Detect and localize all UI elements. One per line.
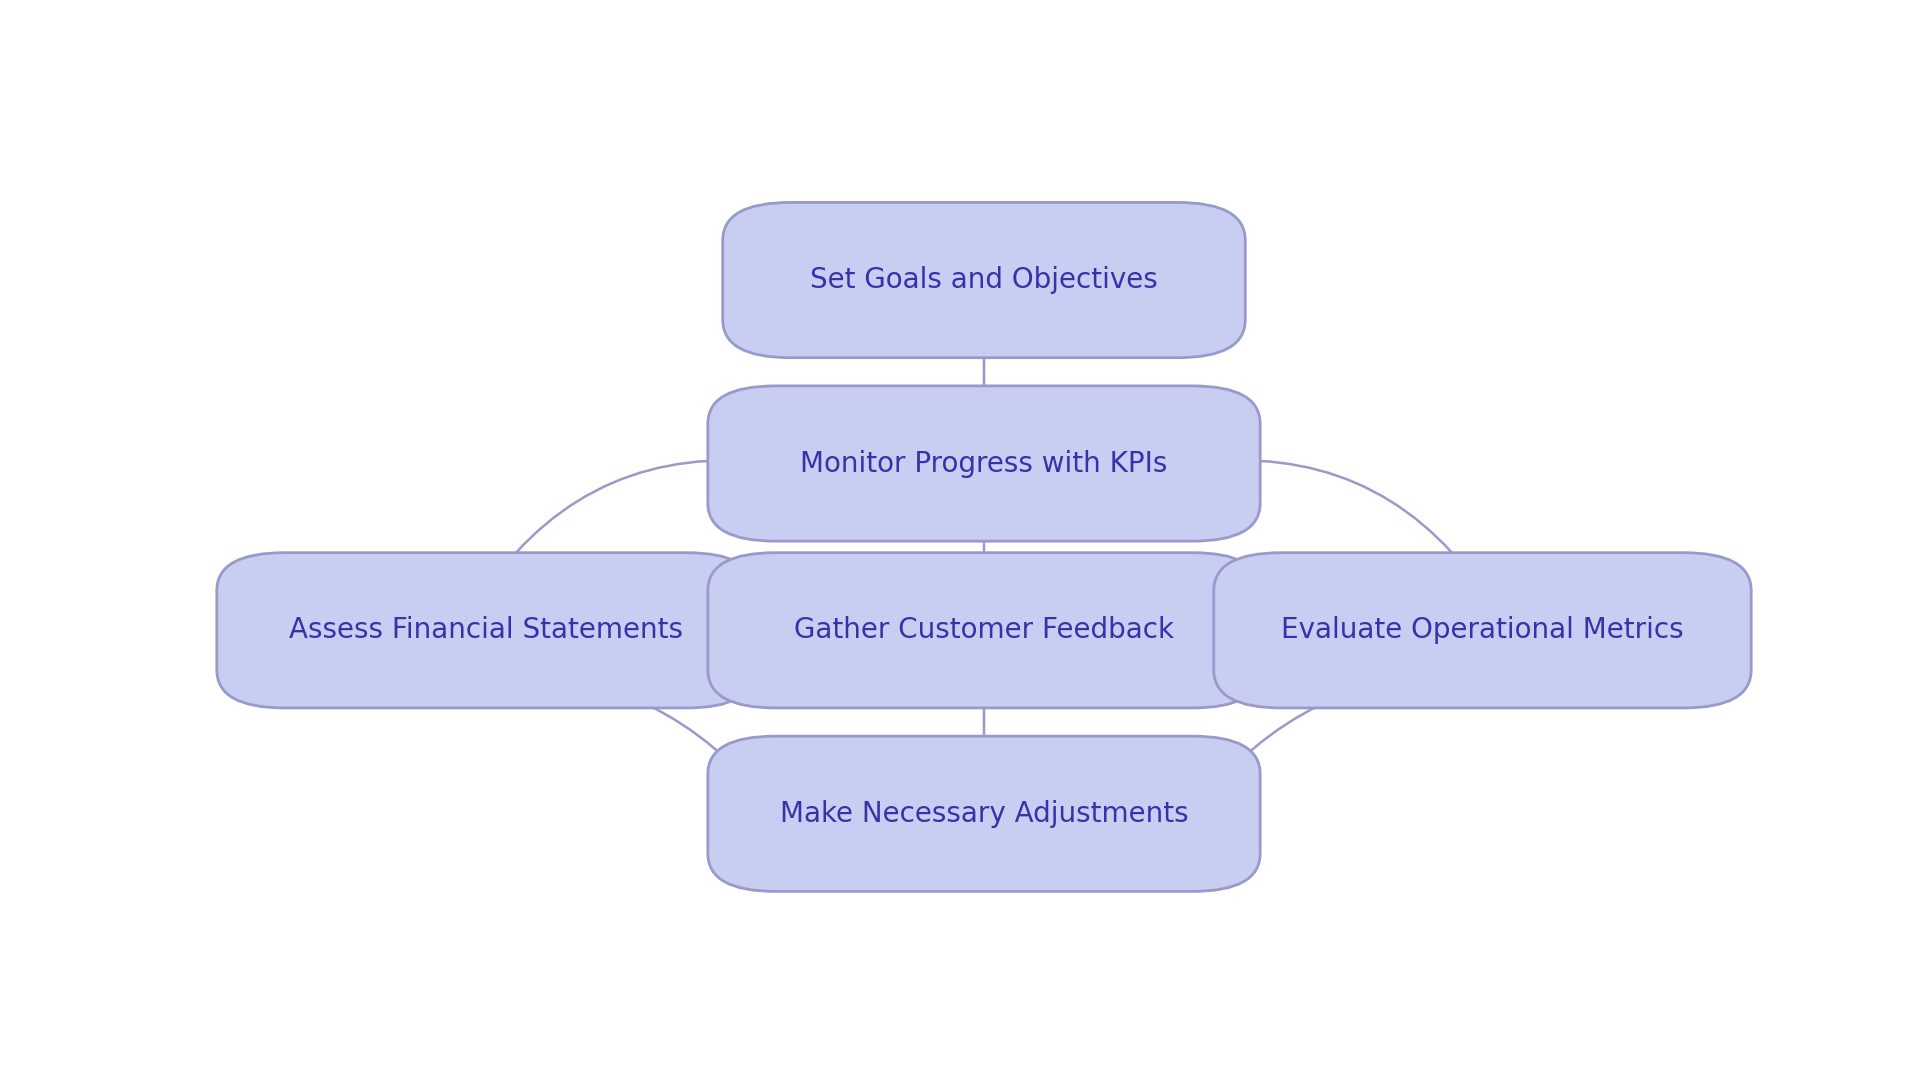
FancyBboxPatch shape — [1213, 552, 1751, 708]
FancyBboxPatch shape — [708, 736, 1260, 891]
FancyBboxPatch shape — [708, 552, 1260, 708]
FancyBboxPatch shape — [217, 552, 755, 708]
Text: Evaluate Operational Metrics: Evaluate Operational Metrics — [1281, 616, 1684, 644]
Text: Make Necessary Adjustments: Make Necessary Adjustments — [780, 799, 1188, 827]
FancyBboxPatch shape — [722, 203, 1246, 357]
Text: Set Goals and Objectives: Set Goals and Objectives — [810, 266, 1158, 295]
Text: Monitor Progress with KPIs: Monitor Progress with KPIs — [801, 449, 1167, 478]
Text: Assess Financial Statements: Assess Financial Statements — [288, 616, 682, 644]
FancyBboxPatch shape — [708, 386, 1260, 542]
Text: Gather Customer Feedback: Gather Customer Feedback — [795, 616, 1173, 644]
